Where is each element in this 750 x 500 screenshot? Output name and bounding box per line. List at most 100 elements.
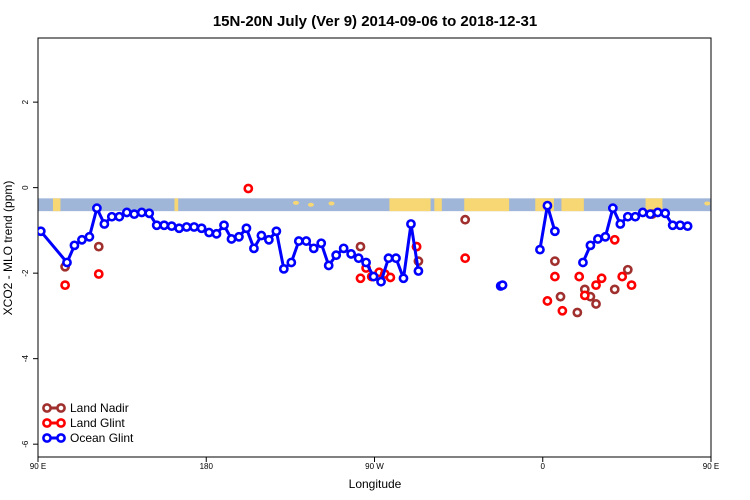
- ocean-glint-point: [675, 220, 686, 231]
- map-band-land: [174, 198, 179, 212]
- ocean-glint-point: [368, 271, 379, 282]
- ocean-glint-point: [630, 211, 641, 222]
- land-glint-point: [617, 271, 628, 282]
- legend-label-land-nadir: Land Nadir: [70, 401, 129, 415]
- ocean-glint-point: [144, 208, 155, 219]
- ocean-glint-point: [151, 220, 162, 231]
- land-nadir-point: [591, 299, 601, 309]
- ocean-glint-point: [263, 234, 274, 245]
- map-band-land-speck: [292, 200, 299, 205]
- ocean-glint-point: [660, 208, 671, 219]
- x-tick-label: 90 W: [365, 462, 384, 471]
- land-glint-point: [574, 271, 585, 282]
- series-layer: [38, 183, 693, 318]
- ocean-glint-point: [256, 230, 267, 241]
- land-nadir-point: [572, 307, 583, 318]
- map-band-land-speck: [328, 201, 335, 206]
- y-tick-label: -2: [21, 269, 30, 277]
- ocean-glint-point: [645, 209, 656, 220]
- ocean-glint-point: [174, 223, 185, 234]
- legend-label-ocean-glint: Ocean Glint: [70, 431, 134, 445]
- ocean-glint-point: [383, 253, 394, 264]
- ocean-glint-point: [600, 231, 611, 242]
- ocean-glint-point: [391, 253, 401, 264]
- ocean-glint-point: [286, 257, 297, 268]
- ocean-glint-point: [189, 222, 199, 232]
- ocean-glint-point: [62, 257, 72, 268]
- ocean-glint-point: [249, 243, 259, 254]
- ocean-glint-point: [226, 234, 237, 244]
- ocean-glint-point: [77, 234, 87, 245]
- land-glint-point: [550, 271, 560, 282]
- x-tick-label: 90 E: [30, 462, 46, 471]
- map-band-land-speck: [704, 201, 711, 206]
- ocean-glint-point: [91, 203, 102, 214]
- ocean-glint-point: [406, 219, 416, 229]
- ocean-glint-point: [652, 207, 663, 218]
- ocean-glint-point: [376, 276, 386, 287]
- legend-marker-land-glint: [56, 418, 66, 428]
- ocean-glint-point: [166, 221, 177, 232]
- land-glint-point: [609, 234, 620, 245]
- ocean-glint-point: [114, 211, 125, 222]
- ocean-glint-point: [338, 243, 349, 254]
- ocean-glint-point: [271, 226, 282, 237]
- ocean-glint-point: [99, 219, 110, 229]
- ocean-glint-point: [497, 280, 508, 291]
- ocean-glint-point: [361, 257, 371, 268]
- land-glint-point: [243, 183, 254, 194]
- ocean-glint-point: [196, 223, 207, 234]
- land-nadir-point: [622, 264, 633, 275]
- ocean-glint-point: [353, 253, 364, 264]
- land-nadir-point: [550, 256, 560, 267]
- ocean-glint-point: [585, 240, 596, 251]
- map-band-land: [389, 198, 431, 212]
- y-tick-label: -6: [21, 440, 30, 448]
- land-glint-point: [591, 280, 601, 291]
- land-glint-point: [579, 290, 590, 301]
- y-tick-label: 0: [21, 185, 30, 190]
- ocean-glint-point: [278, 263, 289, 274]
- ocean-glint-point: [323, 260, 334, 271]
- x-axis-label: Longitude: [349, 477, 402, 491]
- legend-label-land-glint: Land Glint: [70, 416, 125, 430]
- ocean-glint-point: [413, 266, 424, 276]
- legend-marker-land-nadir: [56, 403, 66, 413]
- land-glint-point: [355, 273, 366, 284]
- y-axis-label: XCO2 - MLO trend (ppm): [1, 181, 15, 316]
- land-glint-point: [596, 273, 607, 284]
- y-tick-label: 2: [21, 99, 30, 104]
- ocean-glint-point: [159, 220, 170, 231]
- land-nadir-point: [460, 214, 471, 225]
- ocean-glint-point: [234, 231, 244, 242]
- land-glint-point: [93, 269, 104, 279]
- legend-marker-land-glint: [42, 418, 52, 428]
- ocean-glint-point: [542, 200, 553, 211]
- map-band-land: [52, 198, 61, 212]
- ocean-glint-point: [607, 203, 618, 214]
- land-glint-point: [542, 296, 553, 306]
- ocean-glint-point: [316, 238, 327, 249]
- legend-marker-ocean-glint: [42, 433, 52, 443]
- ocean-glint-point: [398, 273, 409, 284]
- ocean-glint-point: [331, 250, 342, 261]
- ocean-glint-point: [535, 244, 545, 255]
- ocean-glint-point: [106, 211, 117, 222]
- ocean-glint-point: [84, 231, 95, 242]
- ocean-glint-point: [346, 249, 357, 259]
- land-nadir-point: [609, 284, 620, 295]
- map-band-land: [464, 198, 510, 212]
- land-glint-point: [60, 280, 71, 291]
- land-glint-point: [626, 280, 637, 291]
- ocean-glint-point: [615, 219, 626, 229]
- land-glint-point: [385, 272, 396, 283]
- x-tick-label: 90 E: [703, 462, 719, 471]
- land-glint-point: [557, 305, 568, 316]
- ocean-glint-point: [682, 221, 693, 232]
- land-glint-point: [460, 253, 471, 264]
- map-band-land: [434, 198, 442, 212]
- ocean-glint-point: [637, 207, 648, 218]
- map-band-land-speck: [307, 202, 314, 207]
- y-tick-label: -4: [21, 355, 30, 363]
